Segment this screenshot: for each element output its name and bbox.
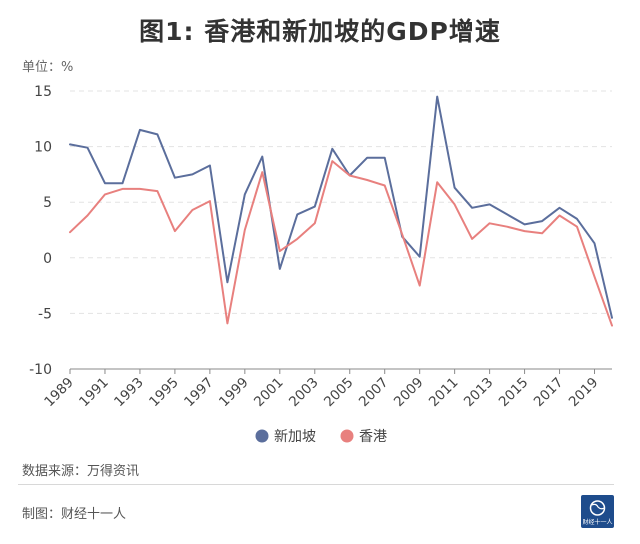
x-tick-label: 2009 [391, 375, 427, 411]
x-tick-label: 2001 [251, 375, 287, 411]
series-line-hongkong [69, 160, 613, 327]
legend-label: 香港 [359, 429, 387, 445]
publisher-logo: 财经十一人 [581, 495, 614, 528]
x-tick-label: 1995 [146, 375, 182, 411]
y-tick-label: 0 [43, 251, 52, 267]
x-tick-label: 1991 [76, 375, 112, 411]
x-tick-label: 2017 [531, 375, 567, 411]
x-tick-label: 2003 [286, 375, 322, 411]
x-tick-label: 2005 [321, 375, 357, 411]
x-tick-label: 2007 [356, 375, 392, 411]
legend-label: 新加坡 [274, 429, 316, 445]
y-tick-label: -5 [38, 306, 52, 322]
legend-marker [340, 429, 354, 443]
y-axis-unit-label: 单位：% [22, 60, 74, 75]
chart-maker-note: 制图：财经十一人 [22, 507, 127, 522]
globe-icon [589, 500, 606, 516]
x-tick-label: 2015 [496, 375, 532, 411]
x-tick-label: 1989 [41, 375, 77, 411]
footer-divider [18, 484, 614, 485]
x-tick-label: 1999 [216, 375, 252, 411]
x-tick-label: 1993 [111, 375, 147, 411]
x-tick-label: 2019 [566, 375, 602, 411]
y-tick-label: -10 [29, 362, 52, 378]
legend-marker [255, 429, 269, 443]
y-tick-label: 10 [34, 140, 52, 156]
y-tick-label: 5 [43, 195, 52, 211]
x-tick-label: 2013 [461, 375, 497, 411]
y-tick-label: 15 [34, 84, 52, 100]
logo-text: 财经十一人 [582, 519, 613, 526]
data-source-note: 数据来源：万得资讯 [22, 464, 140, 479]
page-title: 图1: 香港和新加坡的GDP增速 [139, 17, 501, 46]
x-tick-label: 1997 [181, 375, 217, 411]
series-line-singapore [69, 95, 613, 319]
x-tick-label: 2011 [426, 375, 462, 411]
